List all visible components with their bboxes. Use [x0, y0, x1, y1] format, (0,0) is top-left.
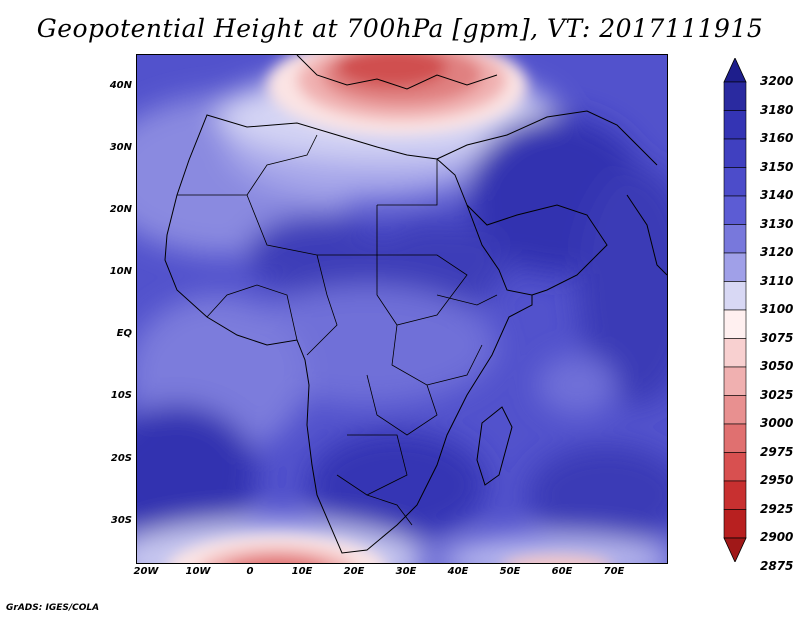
lon-label-10w: 10W [185, 566, 211, 577]
madagascar-outline [476, 406, 513, 486]
colorbar-label: 2900 [760, 530, 794, 544]
colorbar-label: 3050 [760, 359, 794, 373]
lat-label-20n: 20N [109, 204, 132, 215]
geopotential-map [136, 54, 668, 564]
colorbar-swatch [723, 167, 747, 197]
colorbar-label: 3075 [760, 330, 794, 345]
colorbar-swatch [723, 195, 747, 225]
colorbar-label: 3120 [760, 245, 794, 259]
lon-label-40e: 40E [447, 566, 469, 577]
lon-label-10e: 10E [291, 566, 313, 577]
colorbar-swatch [723, 138, 747, 168]
colorbar-label: 3180 [760, 102, 794, 117]
lat-label-10s: 10S [110, 390, 132, 401]
lat-label-10n: 10N [109, 266, 132, 277]
lon-label-50e: 50E [499, 566, 521, 577]
country-borders [177, 134, 498, 526]
colorbar-swatch [723, 81, 747, 111]
colorbar-label: 3200 [760, 74, 794, 88]
colorbar-swatch [723, 395, 747, 425]
colorbar-swatch [723, 452, 747, 482]
colorbar-swatch [723, 480, 747, 510]
height-field [137, 70, 667, 563]
colorbar-top-arrow [723, 58, 747, 83]
colorbar-label: 3130 [760, 216, 794, 231]
colorbar-swatch [723, 338, 747, 368]
lat-label-30n: 30N [109, 142, 132, 153]
colorbar-swatch [723, 110, 747, 140]
colorbar-label: 2975 [760, 444, 794, 459]
colorbar-swatch [723, 252, 747, 282]
colorbar-label: 3000 [760, 416, 794, 430]
lon-label-20w: 20W [133, 566, 159, 577]
colorbar-swatch [723, 509, 747, 539]
colorbar-label: 3025 [760, 387, 794, 402]
colorbar-swatch [723, 309, 747, 339]
colorbar [723, 58, 747, 562]
map-canvas [137, 55, 667, 563]
colorbar-label: 3150 [760, 159, 794, 174]
colorbar-swatch [723, 423, 747, 453]
lon-label-0: 0 [246, 566, 254, 577]
colorbar-swatch [723, 281, 747, 311]
lon-label-20e: 20E [343, 566, 365, 577]
map-title: Geopotential Height at 700hPa [gpm], VT:… [36, 14, 764, 43]
africa-coastline [164, 55, 667, 554]
colorbar-swatch [723, 366, 747, 396]
colorbar-label: 2950 [760, 473, 794, 487]
colorbar-label: 3110 [760, 273, 794, 288]
colorbar-bottom-arrow [723, 537, 747, 562]
lat-label-30s: 30S [110, 515, 132, 526]
lon-label-70e: 70E [603, 566, 625, 577]
colorbar-label: 3100 [760, 302, 794, 316]
colorbar-label: 2925 [760, 501, 794, 516]
colorbar-label: 3140 [760, 188, 794, 202]
colorbar-swatch [723, 224, 747, 254]
credit-text: GrADS: IGES/COLA [6, 603, 100, 613]
lat-label-40n: 40N [109, 80, 132, 91]
lon-label-30e: 30E [395, 566, 417, 577]
colorbar-label: 2875 [760, 558, 794, 573]
colorbar-label: 3160 [760, 131, 794, 145]
lat-label-eq: EQ [116, 328, 132, 339]
lat-label-20s: 20S [110, 453, 132, 464]
lon-label-60e: 60E [551, 566, 573, 577]
